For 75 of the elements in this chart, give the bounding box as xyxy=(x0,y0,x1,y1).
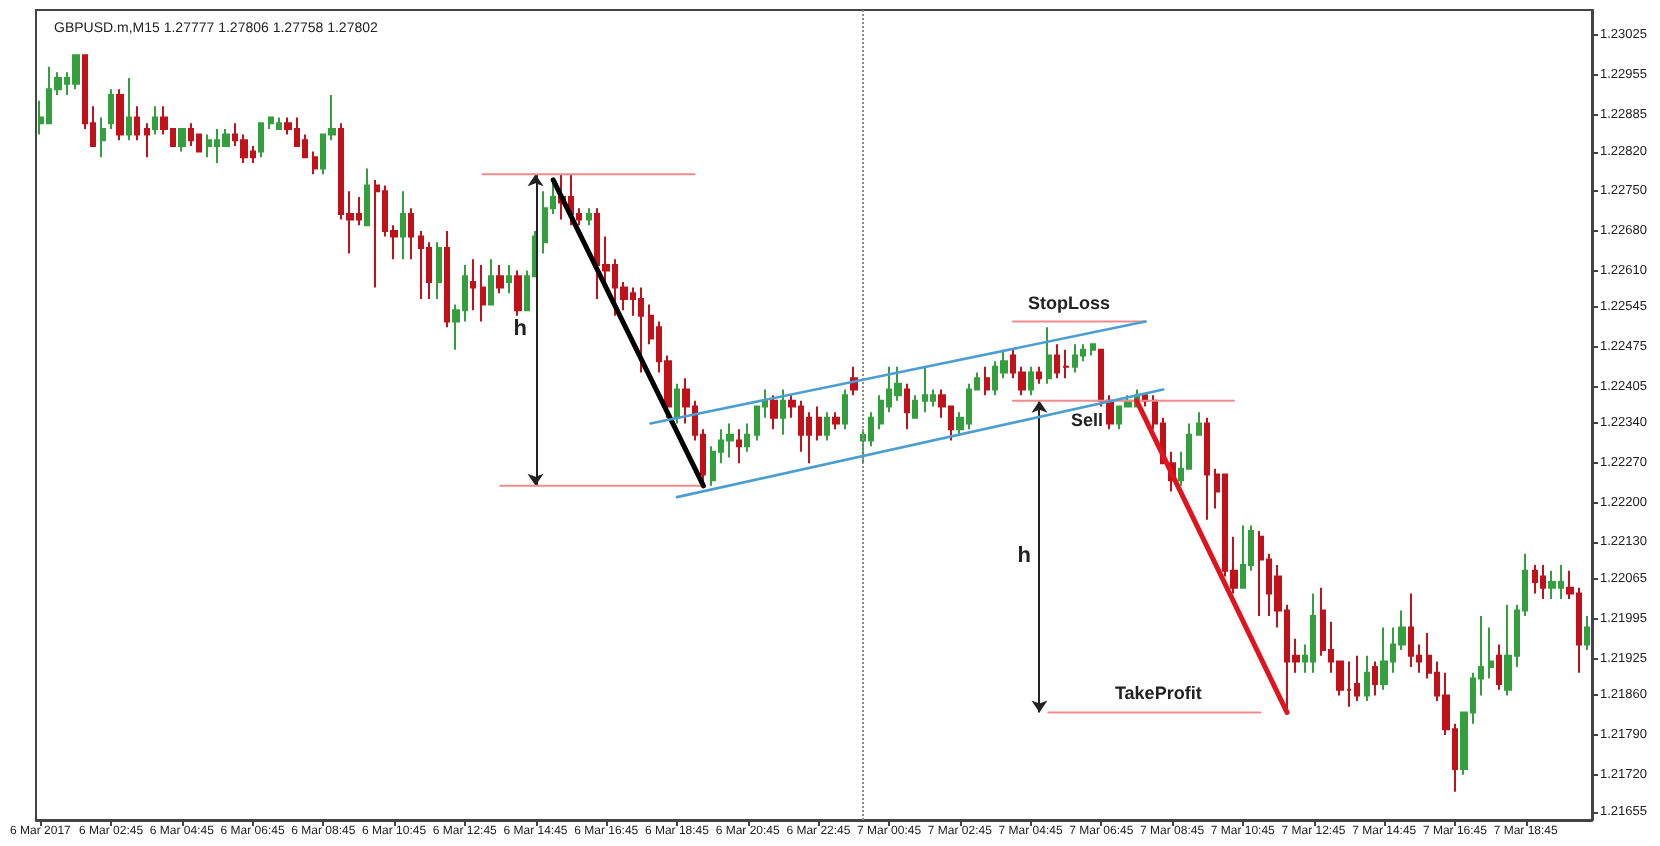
candlestick xyxy=(832,411,840,431)
candlestick xyxy=(1372,660,1378,697)
candlestick xyxy=(1046,326,1052,385)
candlestick xyxy=(152,105,158,136)
candlestick xyxy=(1062,348,1070,380)
candlestick xyxy=(364,167,370,227)
candlestick xyxy=(674,382,680,425)
candlestick xyxy=(258,122,264,159)
candlestick xyxy=(178,127,186,153)
candlestick xyxy=(1240,524,1246,589)
annotation: h xyxy=(513,317,528,342)
candlestick xyxy=(134,105,140,142)
candlestick xyxy=(72,54,80,91)
candlestick xyxy=(912,394,918,419)
candlestick xyxy=(1504,603,1512,697)
candlestick xyxy=(374,178,380,289)
candlestick xyxy=(436,241,442,300)
candlestick xyxy=(444,229,450,329)
candlestick xyxy=(126,76,132,142)
candlestick xyxy=(1310,592,1316,674)
candlestick xyxy=(108,88,114,130)
series-label: Sell xyxy=(1070,409,1103,430)
candlestick xyxy=(1540,564,1546,601)
candlestick xyxy=(816,405,822,442)
candlestick xyxy=(480,263,486,323)
candlestick xyxy=(116,88,124,142)
candlestick xyxy=(514,269,522,317)
candlestick xyxy=(542,190,548,255)
candlestick xyxy=(638,286,644,374)
candlestick xyxy=(496,263,504,295)
candlestick xyxy=(400,190,406,261)
candlestick xyxy=(488,258,494,306)
candlestick xyxy=(408,207,414,261)
candlestick xyxy=(1364,654,1370,703)
series-label: TakeProfit xyxy=(1114,683,1202,704)
candlestick xyxy=(586,207,592,227)
candlestick xyxy=(904,382,910,431)
candlestick xyxy=(268,116,274,130)
candlestick xyxy=(1036,365,1042,385)
candlestick xyxy=(506,263,512,295)
candlestick xyxy=(206,133,212,159)
candlestick xyxy=(1204,416,1210,521)
candlestick xyxy=(100,116,106,159)
candlestick xyxy=(1090,343,1096,357)
candlestick xyxy=(144,122,150,159)
candlestick xyxy=(736,428,742,465)
candlestick xyxy=(842,388,848,431)
candlestick xyxy=(1548,569,1556,601)
candlestick xyxy=(1354,654,1360,703)
candlestick xyxy=(770,394,778,431)
candlestick xyxy=(470,258,476,312)
candlestick xyxy=(1380,626,1388,691)
candlestick xyxy=(744,422,750,453)
candlestick xyxy=(1532,564,1538,595)
candlestick xyxy=(1258,530,1264,618)
candlestick xyxy=(276,116,282,130)
series-label: StopLoss xyxy=(1027,292,1110,313)
candlestick xyxy=(726,422,734,459)
candlestick xyxy=(1488,626,1494,680)
candlestick xyxy=(1408,592,1414,669)
candlestick xyxy=(418,229,424,300)
candlestick xyxy=(1496,643,1502,691)
candlestick xyxy=(188,122,194,147)
candlestick xyxy=(1584,615,1590,652)
candlestick xyxy=(922,365,928,414)
candlestick xyxy=(1106,394,1114,431)
candlestick xyxy=(1072,343,1078,374)
candlestick xyxy=(1028,365,1034,397)
candlestick xyxy=(312,150,318,176)
candlestick xyxy=(780,388,786,436)
candlestick xyxy=(824,411,830,442)
candlestick xyxy=(1196,411,1202,436)
candlestick xyxy=(1098,348,1104,408)
annotation: h xyxy=(1017,543,1032,568)
candlestick xyxy=(984,365,990,397)
